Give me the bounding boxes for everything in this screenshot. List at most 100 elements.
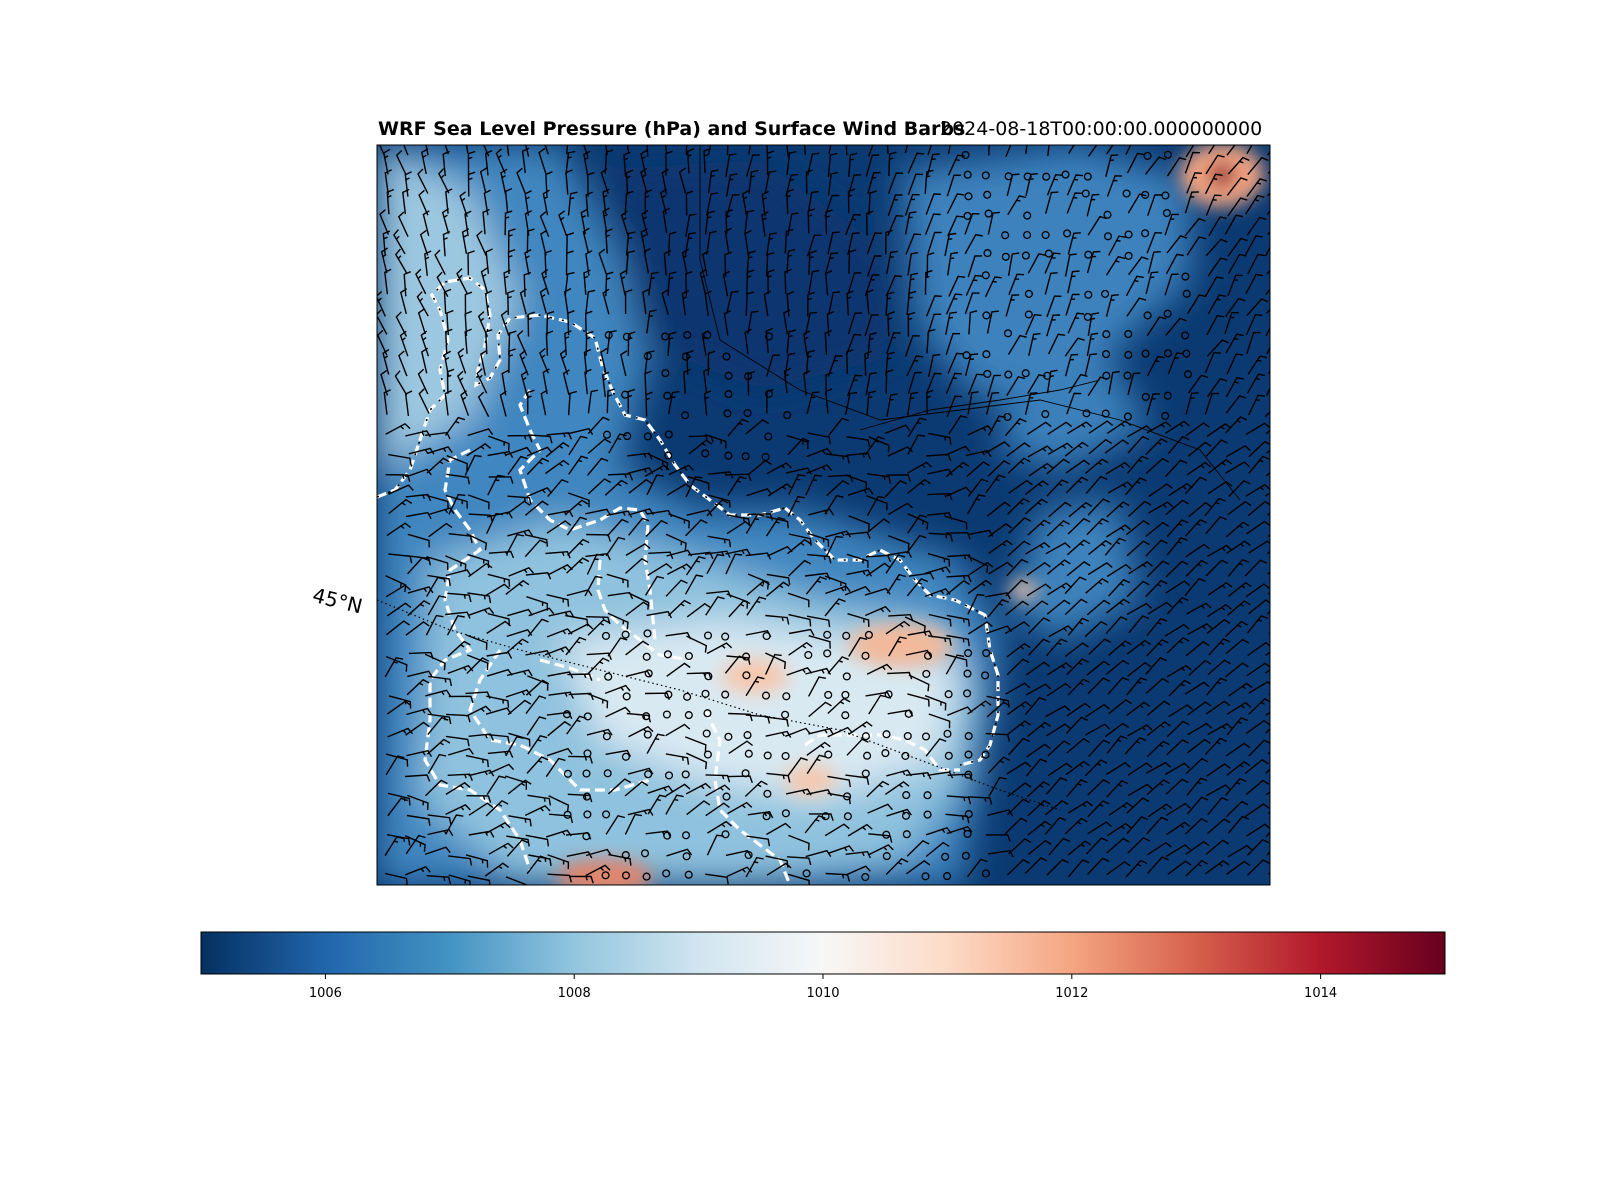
wind-barb xyxy=(827,231,840,255)
calm-wind-circle xyxy=(781,710,790,719)
wind-barb xyxy=(1066,737,1090,754)
wind-barb xyxy=(767,269,775,295)
wind-barb xyxy=(546,594,570,607)
wind-barb xyxy=(905,233,922,255)
wind-barb xyxy=(564,330,572,356)
wind-barb xyxy=(624,190,634,216)
wind-barb xyxy=(1244,803,1270,818)
wind-barb xyxy=(442,150,450,177)
wind-barb xyxy=(847,188,856,214)
wind-barb xyxy=(524,805,551,817)
wind-barb xyxy=(1267,231,1270,235)
wind-barb xyxy=(1025,145,1028,154)
wind-barb xyxy=(606,330,617,355)
wind-barb xyxy=(1247,156,1269,176)
wind-barb xyxy=(1267,751,1270,755)
wind-barb xyxy=(1165,580,1191,594)
wind-barb xyxy=(625,231,636,256)
wind-barb xyxy=(1068,373,1088,394)
wind-barb xyxy=(426,457,450,474)
wind-barb xyxy=(927,145,933,156)
wind-barb xyxy=(685,555,706,576)
wind-barb xyxy=(686,800,711,816)
wind-barb xyxy=(524,210,533,236)
wind-barb xyxy=(606,518,629,537)
wind-barb xyxy=(483,145,490,157)
wind-barb xyxy=(1268,811,1270,814)
wind-barb xyxy=(786,291,794,317)
wind-barb xyxy=(1027,445,1053,458)
wind-barb xyxy=(417,168,429,194)
wind-barb xyxy=(946,574,972,583)
calm-wind-circle xyxy=(882,730,891,739)
calm-wind-circle xyxy=(1161,191,1170,200)
wind-barb xyxy=(628,592,650,610)
wind-barb xyxy=(907,152,925,174)
wind-barb xyxy=(1087,562,1113,576)
wind-barb xyxy=(441,208,450,234)
wind-barb xyxy=(508,566,535,577)
calm-wind-circle xyxy=(902,830,911,839)
wind-barb xyxy=(765,516,789,529)
wind-barb xyxy=(488,842,514,855)
calm-wind-circle xyxy=(622,692,631,701)
wind-barb xyxy=(1044,816,1067,835)
calm-wind-circle xyxy=(983,249,992,258)
calm-wind-circle xyxy=(882,830,891,839)
wind-barb xyxy=(461,228,470,254)
border-inner-6 xyxy=(804,733,960,772)
wind-barb xyxy=(808,813,834,821)
calm-wind-circle xyxy=(1143,311,1152,320)
wind-barb xyxy=(1126,602,1152,616)
wind-barb xyxy=(1086,599,1111,616)
wind-barb xyxy=(1147,841,1172,856)
wind-barb xyxy=(506,669,533,677)
wind-barb xyxy=(425,689,451,697)
wind-barb xyxy=(1267,534,1270,538)
wind-barb xyxy=(848,152,858,177)
wind-barb xyxy=(1245,194,1265,215)
calm-wind-circle xyxy=(782,692,791,701)
wind-barb xyxy=(1047,145,1050,156)
wind-barb xyxy=(404,171,412,197)
wind-barb xyxy=(766,388,774,414)
wind-barb xyxy=(1266,192,1270,197)
wind-barb xyxy=(564,499,589,516)
wind-barb xyxy=(886,393,898,417)
wind-barb xyxy=(745,856,764,878)
calm-wind-circle xyxy=(1163,150,1172,159)
wind-barb xyxy=(602,288,610,315)
wind-barb xyxy=(824,329,833,356)
wind-barb xyxy=(803,370,811,396)
wind-barb xyxy=(964,353,979,376)
wind-barb xyxy=(1185,840,1210,855)
wind-barb xyxy=(428,522,453,538)
wind-barb xyxy=(444,389,452,416)
wind-barb xyxy=(946,174,962,197)
wind-barb xyxy=(887,172,904,194)
calm-wind-circle xyxy=(821,812,830,821)
wind-barb xyxy=(988,145,990,156)
wind-barb xyxy=(546,711,573,720)
calm-wind-circle xyxy=(963,211,972,220)
wind-barb xyxy=(1266,550,1270,555)
wind-barb xyxy=(864,587,891,596)
wind-barb xyxy=(1046,559,1071,575)
wind-barb xyxy=(467,250,475,276)
calm-wind-circle xyxy=(1163,391,1172,400)
wind-barb xyxy=(685,145,688,156)
wind-barb xyxy=(380,369,389,396)
wind-barb xyxy=(928,613,952,627)
calm-wind-circle xyxy=(721,690,730,699)
wind-barb xyxy=(766,150,775,176)
wind-barb xyxy=(888,613,914,622)
wind-barb xyxy=(1204,173,1223,195)
calm-wind-circle xyxy=(923,651,933,660)
wind-barb xyxy=(424,250,432,276)
calm-wind-circle xyxy=(643,629,652,638)
wind-barb xyxy=(1246,662,1270,677)
wind-barb xyxy=(1207,796,1229,816)
wind-barb xyxy=(427,716,449,736)
wind-barb xyxy=(1186,172,1202,194)
wind-barb xyxy=(986,310,999,334)
